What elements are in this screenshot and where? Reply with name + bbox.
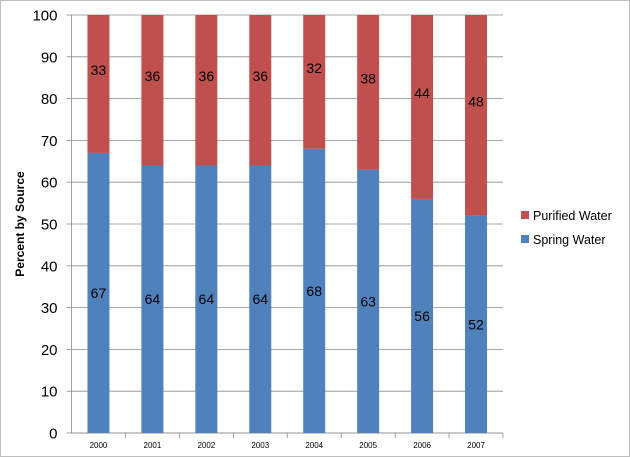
y-tick-label: 70 [41,133,58,150]
x-tick-label: 2000 [90,441,108,450]
data-label: 67 [91,285,107,301]
data-label: 48 [468,93,484,109]
x-tick-label: 2005 [359,441,377,450]
y-tick-label: 90 [41,49,58,66]
data-label: 52 [468,316,484,332]
data-label: 36 [252,68,268,84]
y-tick-label: 10 [41,384,58,401]
bar-purified-water [465,15,488,216]
x-tick-label: 2001 [144,441,162,450]
y-tick-label: 80 [41,91,58,108]
bar-spring-water [195,165,218,434]
data-label: 64 [252,291,268,307]
bar-purified-water [195,15,218,166]
data-label: 68 [306,283,322,299]
bar-purified-water [411,15,434,199]
data-label: 64 [199,291,215,307]
data-label: 56 [414,308,430,324]
bar-purified-water [87,15,110,153]
data-label: 36 [199,68,215,84]
legend-swatch [521,235,529,243]
bar-purified-water [303,15,326,149]
data-label: 44 [414,85,430,101]
bar-spring-water [411,198,434,433]
y-tick-label: 100 [32,8,57,25]
legend-label: Spring Water [533,233,605,247]
y-tick-label: 40 [41,258,58,275]
bar-purified-water [357,15,380,170]
bar-spring-water [249,165,272,434]
bar-purified-water [249,15,272,166]
x-tick-label: 2003 [251,441,269,450]
legend-label: Purified Water [533,209,612,223]
data-label: 36 [145,68,161,84]
data-label: 33 [91,62,107,78]
y-tick-label: 0 [49,426,57,443]
y-axis-label: Percent by Source [13,171,27,277]
x-tick-label: 2004 [305,441,323,450]
x-tick-label: 2007 [467,441,485,450]
y-tick-label: 20 [41,342,58,359]
bar-spring-water [303,148,326,433]
y-tick-label: 30 [41,300,58,317]
x-tick-label: 2006 [413,441,431,450]
x-tick-label: 2002 [197,441,215,450]
bar-spring-water [357,169,380,433]
bar-spring-water [87,152,110,433]
legend-swatch [521,211,529,219]
data-label: 38 [360,70,376,86]
data-label: 63 [360,293,376,309]
bar-spring-water [465,215,488,433]
data-label: 32 [306,60,322,76]
data-label: 64 [145,291,161,307]
y-tick-label: 50 [41,217,58,234]
bar-purified-water [141,15,164,166]
bar-spring-water [141,165,164,434]
y-tick-label: 60 [41,175,58,192]
